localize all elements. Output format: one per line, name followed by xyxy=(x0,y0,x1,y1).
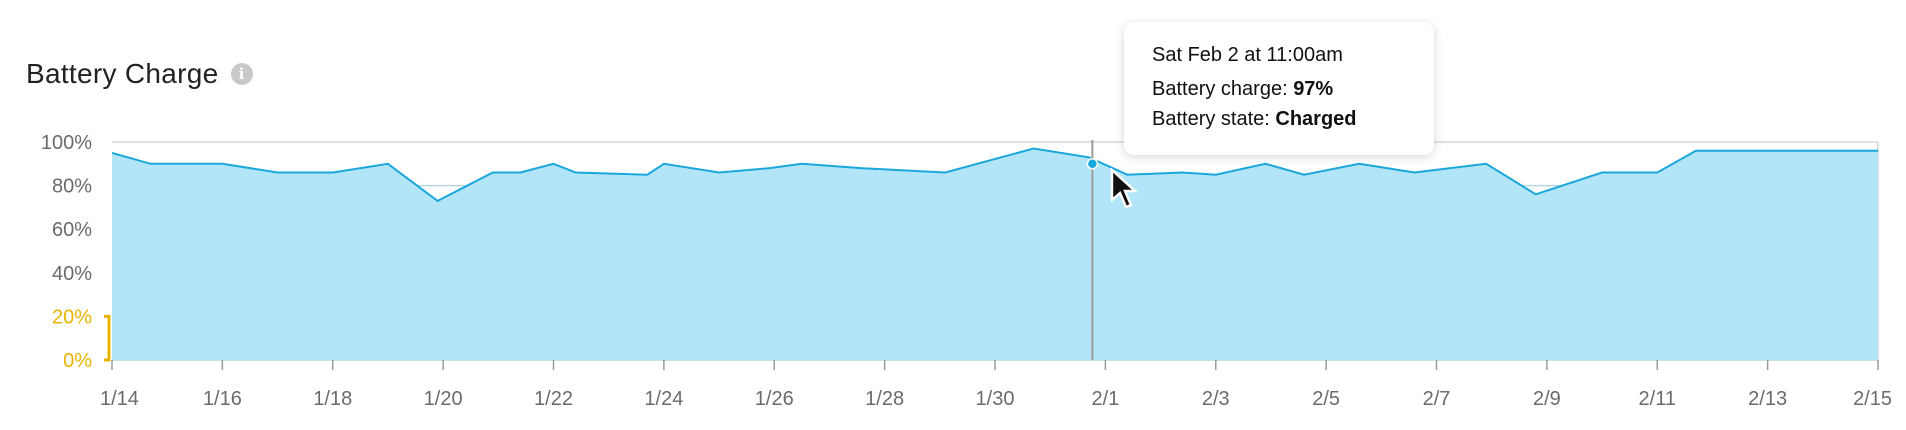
x-axis-ticks: 1/14 1/16 1/18 1/20 1/22 1/24 1/26 1/28 1/30 2/1 2… xyxy=(100,360,1892,410)
tooltip-charge-value: 97% xyxy=(1293,78,1334,100)
x-tick-label: 1/14 xyxy=(100,388,139,410)
x-tick-label: 2/11 xyxy=(1639,388,1676,410)
y-tick-label: 40% xyxy=(52,263,92,285)
y-tick-label: 100% xyxy=(41,132,92,154)
y-axis-ticks: 0% 20% 40% 60% 80% 100% xyxy=(41,132,111,372)
tooltip-date: Sat Feb 2 at 11:00am xyxy=(1152,44,1343,66)
y-tick-label: 80% xyxy=(52,176,92,198)
x-tick-label: 2/7 xyxy=(1423,388,1451,410)
y-tick-label: 60% xyxy=(52,219,92,241)
tooltip-state-label: Battery state: xyxy=(1152,108,1276,130)
mouse-pointer-icon xyxy=(1110,168,1139,209)
x-tick-label: 1/22 xyxy=(534,388,573,410)
x-tick-label: 1/26 xyxy=(755,388,794,410)
hover-point xyxy=(1086,158,1099,170)
low-charge-bracket xyxy=(104,314,111,362)
x-tick-label: 2/15 xyxy=(1853,388,1892,410)
x-tick-label: 1/18 xyxy=(313,388,352,410)
x-tick-label: 2/1 xyxy=(1091,388,1119,410)
tooltip: Sat Feb 2 at 11:00am Battery charge: 97%… xyxy=(1124,22,1434,155)
y-tick-label: 20% xyxy=(52,306,92,328)
x-tick-label: 1/16 xyxy=(203,388,242,410)
x-tick-label: 1/28 xyxy=(865,388,904,410)
tooltip-charge: Battery charge: 97% xyxy=(1152,74,1406,104)
x-tick-label: 2/13 xyxy=(1748,388,1787,410)
x-tick-label: 2/5 xyxy=(1312,388,1340,410)
info-icon[interactable]: i xyxy=(230,63,253,85)
x-tick-label: 1/20 xyxy=(424,388,463,410)
tooltip-state-value: Charged xyxy=(1275,108,1357,130)
charge-area xyxy=(112,148,1878,360)
x-tick-label: 2/9 xyxy=(1533,388,1561,410)
x-tick-label: 1/30 xyxy=(976,388,1015,410)
chart-header: Battery Charge i xyxy=(26,58,253,90)
tooltip-state: Battery state: Charged xyxy=(1152,104,1406,134)
y-tick-label: 0% xyxy=(63,350,92,372)
charge-line xyxy=(111,147,1878,203)
tooltip-charge-label: Battery charge: xyxy=(1152,78,1294,100)
chart-title: Battery Charge xyxy=(26,58,219,89)
x-tick-label: 2/3 xyxy=(1202,388,1230,410)
x-tick-label: 1/24 xyxy=(644,388,683,410)
